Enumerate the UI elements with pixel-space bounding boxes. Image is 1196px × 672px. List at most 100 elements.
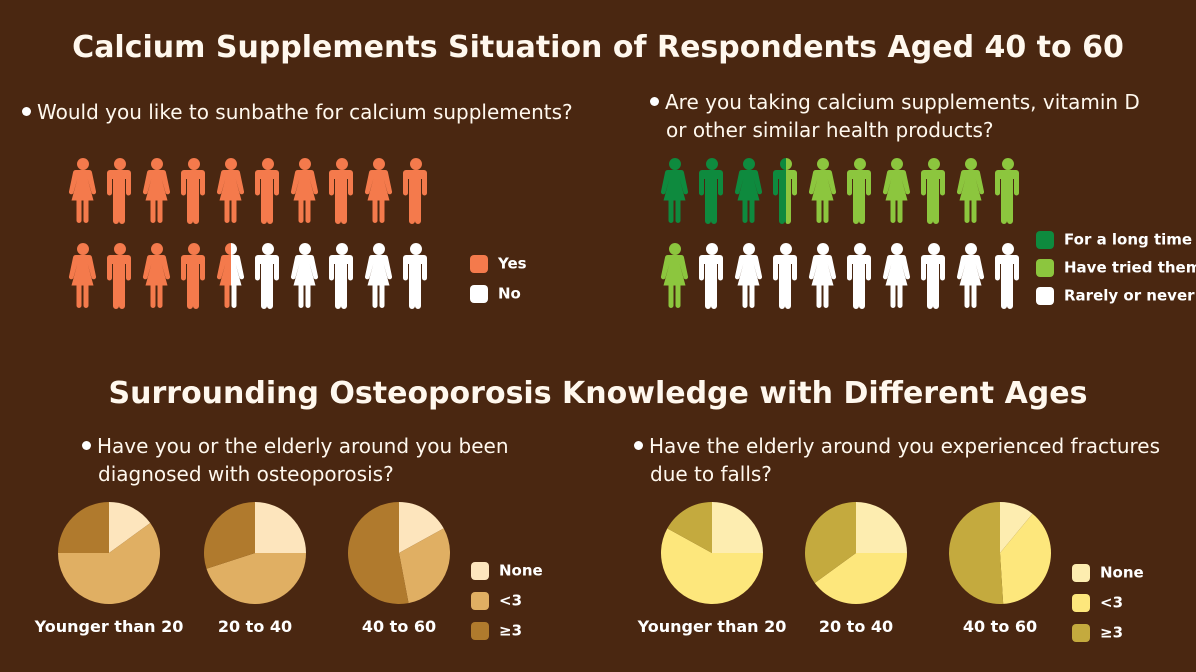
- person-icon: [695, 156, 729, 224]
- legend-swatch-yes: [470, 255, 488, 273]
- pie-svg: [661, 502, 763, 604]
- person-icon-segment: [921, 243, 945, 309]
- bullet-icon: [82, 441, 91, 450]
- legend-item-yes: Yes: [470, 254, 527, 273]
- legend-label-lt3: <3: [499, 592, 522, 610]
- person-icon: [843, 156, 877, 224]
- person-icon-segment: [957, 158, 984, 223]
- person-icon: [806, 156, 840, 224]
- legend-label-ge3: ≥3: [1100, 624, 1123, 642]
- pie-label: Younger than 20: [29, 617, 189, 636]
- sunbathe-question: Would you like to sunbathe for calcium s…: [22, 98, 622, 126]
- person-icon: [177, 241, 211, 309]
- person-icon: [917, 241, 951, 309]
- pie-chart: [58, 502, 160, 608]
- person-icon: [325, 241, 359, 309]
- osteoporosis-title: Surrounding Osteoporosis Knowledge with …: [0, 376, 1196, 411]
- person-icon: [103, 241, 137, 309]
- person-icon-segment: [329, 158, 353, 224]
- pie-label: 40 to 60: [319, 617, 479, 636]
- legend-item-ge3: ≥3: [471, 621, 522, 640]
- pie-slice-ge3: [58, 502, 109, 553]
- pie-chart: [949, 502, 1051, 608]
- person-icon-segment: [107, 243, 131, 309]
- person-icon: [954, 241, 988, 309]
- pie-svg: [58, 502, 160, 604]
- pie-svg: [204, 502, 306, 604]
- legend-label-none: None: [1100, 564, 1144, 582]
- person-icon: [399, 241, 433, 309]
- person-icon-segment: [143, 243, 170, 308]
- person-icon: [658, 241, 692, 309]
- person-icon: [66, 156, 100, 224]
- person-icon-segment: [69, 158, 96, 223]
- pie-svg: [949, 502, 1051, 604]
- person-icon: [251, 156, 285, 224]
- person-icon-segment: [255, 243, 279, 309]
- person-icon-segment: [329, 243, 353, 309]
- fractures-question-line-1: Have the elderly around you experienced …: [649, 434, 1160, 458]
- supplements-question-line-1: Are you taking calcium supplements, vita…: [665, 90, 1140, 114]
- legend-label-rarely: Rarely or never: [1064, 287, 1195, 305]
- legend-swatch-lt3: [1072, 594, 1090, 612]
- person-icon-segment: [773, 243, 797, 309]
- person-icon-segment: [365, 158, 392, 223]
- person-icon: [399, 156, 433, 224]
- person-icon-segment: [847, 243, 871, 309]
- person-icon: [177, 156, 211, 224]
- legend-swatch-ge3: [471, 622, 489, 640]
- person-icon: [732, 156, 766, 224]
- person-icon: [991, 156, 1025, 224]
- person-icon: [769, 156, 803, 224]
- bullet-icon: [650, 97, 659, 106]
- person-icon-segment: [143, 158, 170, 223]
- person-icon: [880, 156, 914, 224]
- person-icon: [806, 241, 840, 309]
- person-icon: [769, 241, 803, 309]
- legend-label-ge3: ≥3: [499, 622, 522, 640]
- fractures-question-line-2: due to falls?: [634, 460, 1174, 488]
- pie-chart: [348, 502, 450, 608]
- diagnosed-question-line-1: Have you or the elderly around you been: [97, 434, 509, 458]
- person-icon-segment: [699, 158, 723, 224]
- legend-label-yes: Yes: [498, 255, 527, 273]
- person-icon-segment: [809, 243, 836, 308]
- person-icon: [288, 241, 322, 309]
- fractures-question: Have the elderly around you experienced …: [634, 432, 1174, 488]
- person-icon-segment: [291, 158, 318, 223]
- legend-swatch-none: [1072, 564, 1090, 582]
- legend-item-lt3: <3: [1072, 593, 1123, 612]
- legend-item-long-time: For a long time: [1036, 230, 1192, 249]
- legend-swatch-rarely: [1036, 287, 1054, 305]
- person-icon: [214, 241, 248, 309]
- person-icon-segment: [181, 243, 205, 309]
- legend-label-long-time: For a long time: [1064, 231, 1192, 249]
- pie-chart: [805, 502, 907, 608]
- bullet-icon: [22, 107, 31, 116]
- person-icon: [66, 241, 100, 309]
- legend-item-none: None: [471, 561, 543, 580]
- person-icon-segment: [847, 158, 871, 224]
- person-icon-segment: [921, 158, 945, 224]
- person-icon: [362, 156, 396, 224]
- person-icon: [325, 156, 359, 224]
- person-icon: [843, 241, 877, 309]
- person-icon-segment: [255, 158, 279, 224]
- person-icon-segment: [69, 243, 96, 308]
- pie-label: 20 to 40: [776, 617, 936, 636]
- person-icon: [732, 241, 766, 309]
- pie-label: Younger than 20: [632, 617, 792, 636]
- calcium-title: Calcium Supplements Situation of Respond…: [0, 30, 1196, 65]
- person-icon-segment: [661, 243, 688, 308]
- diagnosed-question: Have you or the elderly around you been …: [82, 432, 602, 488]
- legend-label-no: No: [498, 285, 521, 303]
- pie-label: 20 to 40: [175, 617, 335, 636]
- legend-swatch-ge3: [1072, 624, 1090, 642]
- person-icon-segment: [217, 158, 244, 223]
- legend-swatch-none: [471, 562, 489, 580]
- supplements-question: Are you taking calcium supplements, vita…: [650, 88, 1170, 144]
- bullet-icon: [634, 441, 643, 450]
- legend-label-none: None: [499, 562, 543, 580]
- person-icon: [288, 156, 322, 224]
- person-icon-segment: [365, 243, 392, 308]
